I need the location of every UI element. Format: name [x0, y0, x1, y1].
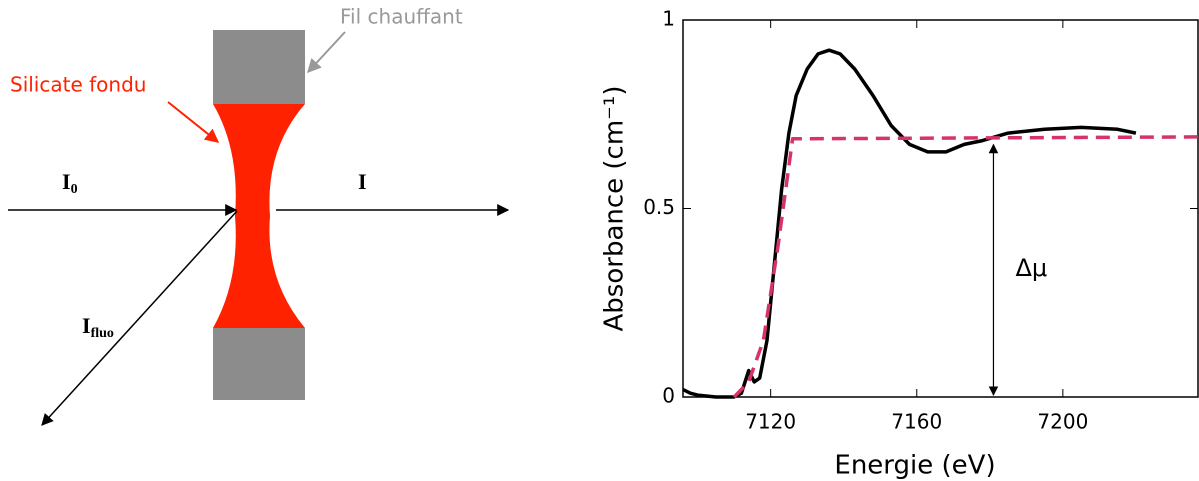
heater-top: [213, 30, 305, 104]
melt-label: Silicate fondu: [10, 73, 146, 97]
series-line: [732, 135, 1199, 399]
chart: 7120 7160 7200 0 0.5 1 Energie (eV) Absorbance …: [600, 7, 1199, 481]
series-line: [682, 48, 1137, 399]
y-tick-label: 0.5: [643, 195, 675, 219]
x-tick-label: 7200: [1037, 410, 1088, 434]
heater-bottom: [213, 328, 305, 400]
y-tick-label: 0: [662, 384, 675, 408]
x-axis-label: Energie (eV): [834, 451, 995, 481]
beam-out-label: I: [358, 169, 367, 194]
beam-fluo: [41, 210, 238, 426]
beam-in-label: I0: [62, 169, 78, 197]
heater-pointer: [307, 31, 346, 74]
heater-label: Fil chauffant: [340, 5, 463, 29]
melt-pointer: [167, 101, 220, 143]
delta-label: Δμ: [1015, 254, 1047, 282]
y-axis-label: Absorbance (cm⁻¹): [600, 86, 630, 332]
diagram: Fil chauffant Silicate fondu I0 I Ifluo: [8, 5, 510, 426]
melt: [213, 104, 305, 328]
y-tick-label: 1: [662, 7, 675, 31]
plot-frame: [682, 19, 1199, 398]
x-tick-label: 7120: [745, 410, 796, 434]
x-tick-label: 7160: [891, 410, 942, 434]
beam-fluo-label: Ifluo: [82, 313, 114, 341]
